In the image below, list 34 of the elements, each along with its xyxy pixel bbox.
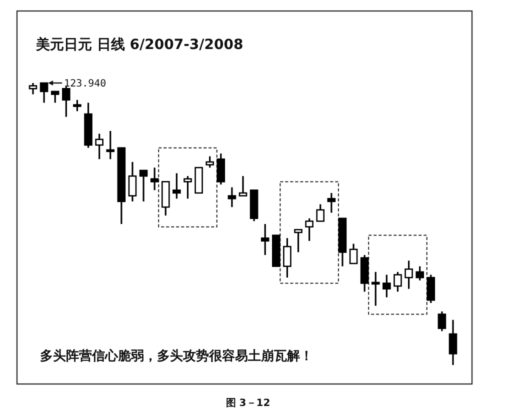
candlestick	[216, 152, 226, 186]
annotation: 多头阵营信心脆弱，多头攻势很容易土崩瓦解！	[40, 348, 313, 364]
candlestick	[62, 85, 70, 118]
candlestick	[206, 156, 214, 168]
candlestick	[316, 203, 325, 222]
annotation: 123.940	[64, 78, 106, 90]
candlestick	[260, 223, 270, 256]
candlestick	[426, 274, 436, 304]
candlestick	[73, 99, 82, 112]
candlestick	[184, 175, 192, 200]
candlestick	[50, 90, 60, 104]
candlestick	[28, 82, 38, 96]
candlestick	[404, 260, 413, 290]
candlestick	[371, 271, 380, 307]
chart-title: 美元日元 日线 6/2007-3/2008	[35, 36, 244, 53]
candlestick	[106, 130, 115, 160]
candlestick	[294, 228, 302, 253]
candlestick	[394, 271, 402, 292]
candlestick	[150, 166, 159, 191]
candlestick	[438, 310, 446, 332]
candlestick	[448, 319, 458, 366]
candlestick	[172, 172, 181, 200]
caption: 图 3－12	[226, 398, 270, 409]
candlestick	[228, 186, 236, 208]
candlestick	[305, 218, 314, 242]
candlestick	[327, 192, 336, 214]
candlestick	[382, 274, 391, 298]
candlestick	[139, 170, 148, 202]
candlestick	[416, 266, 424, 282]
candlestick	[238, 175, 248, 197]
candlestick	[349, 242, 358, 264]
candlestick	[95, 132, 104, 160]
candlestick	[128, 161, 137, 202]
candlestick	[283, 237, 292, 278]
